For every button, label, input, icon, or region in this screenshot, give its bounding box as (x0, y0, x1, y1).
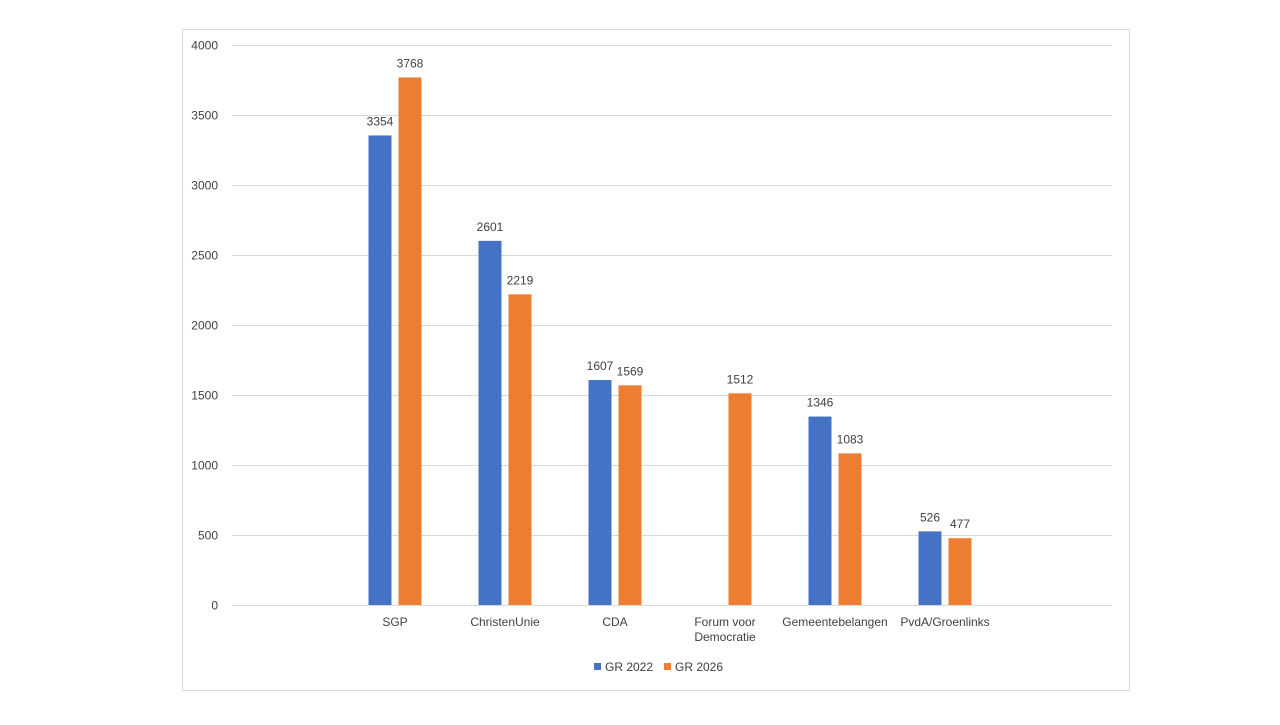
x-category-label: Forum voor Democratie (694, 615, 756, 644)
y-tick-label: 1000 (191, 459, 218, 473)
y-tick-label: 2500 (191, 249, 218, 263)
y-tick-label: 2000 (191, 319, 218, 333)
x-category-label: Gemeentebelangen (782, 615, 887, 629)
y-tick-label: 4000 (191, 39, 218, 53)
x-category-label: SGP (382, 615, 407, 629)
data-label: 3354 (367, 114, 394, 128)
legend: GR 2022 GR 2026 (594, 660, 723, 674)
y-tick-label: 1500 (191, 389, 218, 403)
data-label: 1569 (617, 364, 644, 378)
bar-gr-2026 (618, 385, 642, 605)
bar-gr-2026 (508, 294, 532, 605)
bar-gr-2022 (808, 416, 832, 605)
data-label: 3768 (397, 56, 424, 70)
data-label: 1512 (727, 372, 754, 386)
legend-label: GR 2026 (675, 660, 723, 674)
data-label: 1607 (587, 359, 614, 373)
data-label: 477 (950, 517, 970, 531)
x-category-label: ChristenUnie (470, 615, 540, 629)
data-label: 2219 (507, 273, 534, 287)
bar-gr-2022 (368, 135, 392, 605)
bar-gr-2022 (918, 531, 942, 605)
y-tick-label: 3000 (191, 179, 218, 193)
data-label: 526 (920, 510, 940, 524)
legend-label: GR 2022 (605, 660, 653, 674)
bar-gr-2022 (478, 240, 502, 606)
bar-gr-2026 (728, 393, 752, 605)
bar-gr-2026 (398, 77, 422, 606)
y-tick-label: 500 (198, 529, 218, 543)
bar-gr-2026 (838, 453, 862, 605)
bars (368, 77, 972, 606)
legend-swatch (594, 663, 601, 670)
data-label: 2601 (477, 220, 504, 234)
data-label: 1346 (807, 396, 834, 410)
y-tick-label: 0 (211, 599, 218, 613)
bar-gr-2026 (948, 538, 972, 605)
bar-gr-2022 (588, 380, 612, 605)
x-category-label: CDA (602, 615, 627, 629)
y-axis-ticks: 0 500 1000 1500 2000 2500 3000 3500 4000 (191, 39, 218, 613)
chart-frame (182, 29, 1130, 691)
y-tick-label: 3500 (191, 109, 218, 123)
data-label: 1083 (837, 432, 864, 446)
legend-swatch (664, 663, 671, 670)
data-labels: 3354 3768 2601 2219 1607 1569 1512 1346 1083 526 4… (367, 56, 971, 531)
x-axis-categories: SGP ChristenUnie CDA Forum voor Democratie Ge… (382, 615, 989, 644)
x-category-label: PvdA/Groenlinks (900, 615, 989, 629)
